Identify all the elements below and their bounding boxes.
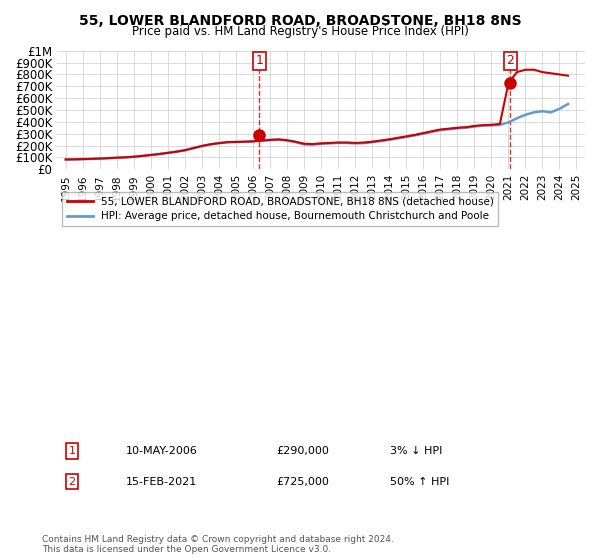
Text: 3% ↓ HPI: 3% ↓ HPI <box>390 446 442 456</box>
Text: £290,000: £290,000 <box>276 446 329 456</box>
Text: 55, LOWER BLANDFORD ROAD, BROADSTONE, BH18 8NS: 55, LOWER BLANDFORD ROAD, BROADSTONE, BH… <box>79 14 521 28</box>
Text: 1: 1 <box>68 446 76 456</box>
Text: 1: 1 <box>255 54 263 67</box>
Text: 50% ↑ HPI: 50% ↑ HPI <box>390 477 449 487</box>
Text: Contains HM Land Registry data © Crown copyright and database right 2024.
This d: Contains HM Land Registry data © Crown c… <box>42 535 394 554</box>
Text: £725,000: £725,000 <box>276 477 329 487</box>
Text: 2: 2 <box>68 477 76 487</box>
Text: 15-FEB-2021: 15-FEB-2021 <box>126 477 197 487</box>
Legend: 55, LOWER BLANDFORD ROAD, BROADSTONE, BH18 8NS (detached house), HPI: Average pr: 55, LOWER BLANDFORD ROAD, BROADSTONE, BH… <box>62 192 498 226</box>
Text: 10-MAY-2006: 10-MAY-2006 <box>126 446 198 456</box>
Text: 2: 2 <box>506 54 514 67</box>
Text: Price paid vs. HM Land Registry's House Price Index (HPI): Price paid vs. HM Land Registry's House … <box>131 25 469 38</box>
